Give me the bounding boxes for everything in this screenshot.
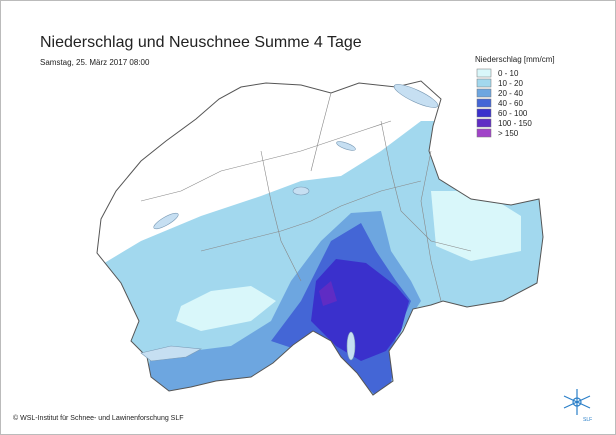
copyright: © WSL-Institut für Schnee- und Lawinenfo… (13, 414, 184, 422)
legend-label: 20 - 40 (498, 89, 523, 98)
logo-text: SLF (583, 417, 592, 423)
legend-label: 10 - 20 (498, 79, 523, 88)
legend-title: Niederschlag [mm/cm] (475, 55, 555, 64)
legend-swatch (476, 68, 492, 78)
slf-logo (563, 389, 591, 415)
map-title: Niederschlag und Neuschnee Summe 4 Tage (40, 34, 362, 51)
legend-swatch (476, 118, 492, 128)
legend-label: 0 - 10 (498, 69, 519, 78)
legend-swatch (476, 88, 492, 98)
lakes (140, 84, 439, 362)
legend-label: 100 - 150 (498, 119, 532, 128)
legend-swatch (476, 98, 492, 108)
legend-swatch (476, 108, 492, 118)
legend-label: 40 - 60 (498, 99, 523, 108)
canton-borders (140, 92, 472, 302)
legend-swatch (476, 78, 492, 88)
legend-swatch (476, 128, 492, 138)
legend-label: > 150 (498, 129, 519, 138)
map-subtitle: Samstag, 25. März 2017 08:00 (40, 58, 150, 67)
legend-label: 60 - 100 (498, 109, 528, 118)
